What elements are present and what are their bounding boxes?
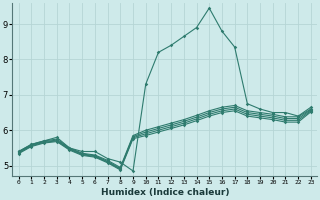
X-axis label: Humidex (Indice chaleur): Humidex (Indice chaleur) [100,188,229,197]
